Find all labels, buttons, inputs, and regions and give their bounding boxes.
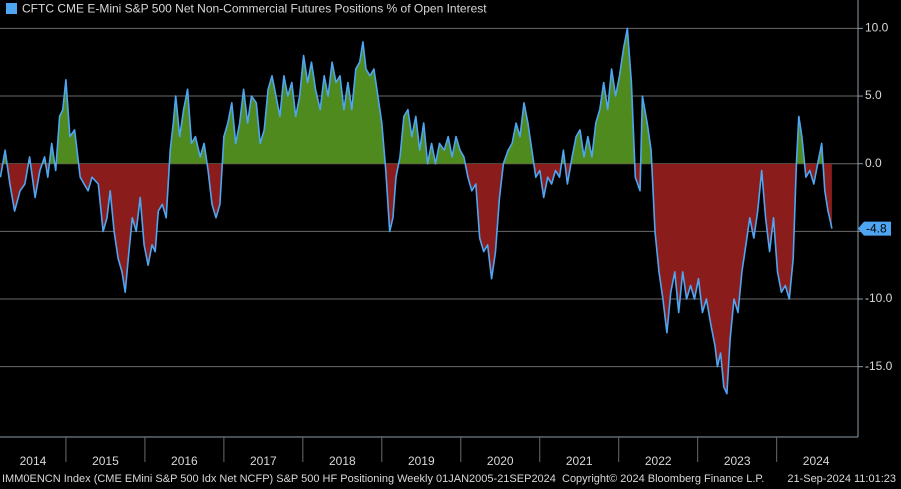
area-below xyxy=(0,163,832,394)
x-tick-label: 2021 xyxy=(566,454,593,468)
x-tick-label: 2020 xyxy=(487,454,514,468)
y-tick-label: 0.0 xyxy=(865,156,882,170)
last-value-tag xyxy=(858,221,891,236)
x-tick-label: 2017 xyxy=(250,454,277,468)
source-note: IMM0ENCN Index (CME EMini S&P 500 Idx Ne… xyxy=(2,473,556,485)
y-tick-label: 10.0 xyxy=(865,21,889,35)
y-tick-label: -15.0 xyxy=(865,359,893,373)
x-tick-label: 2015 xyxy=(92,454,119,468)
x-tick-label: 2024 xyxy=(803,454,830,468)
x-tick-label: 2023 xyxy=(724,454,751,468)
x-tick-label: 2022 xyxy=(645,454,672,468)
area-above xyxy=(2,28,824,164)
x-tick-label: 2016 xyxy=(171,454,198,468)
y-tick-label: 5.0 xyxy=(865,88,882,102)
line xyxy=(0,27,833,395)
x-tick-label: 2018 xyxy=(329,454,356,468)
x-tick-label: 2019 xyxy=(408,454,435,468)
copyright: Copyright© 2024 Bloomberg Finance L.P. xyxy=(562,473,764,485)
chart-title: CFTC CME E-Mini S&P 500 Net Non-Commerci… xyxy=(22,2,487,16)
y-tick-label: -10.0 xyxy=(865,291,893,305)
x-tick-label: 2014 xyxy=(20,454,47,468)
legend-swatch xyxy=(6,3,17,14)
last-value-label: -4.8 xyxy=(866,221,887,235)
timestamp: 21-Sep-2024 11:01:23 xyxy=(787,473,896,485)
